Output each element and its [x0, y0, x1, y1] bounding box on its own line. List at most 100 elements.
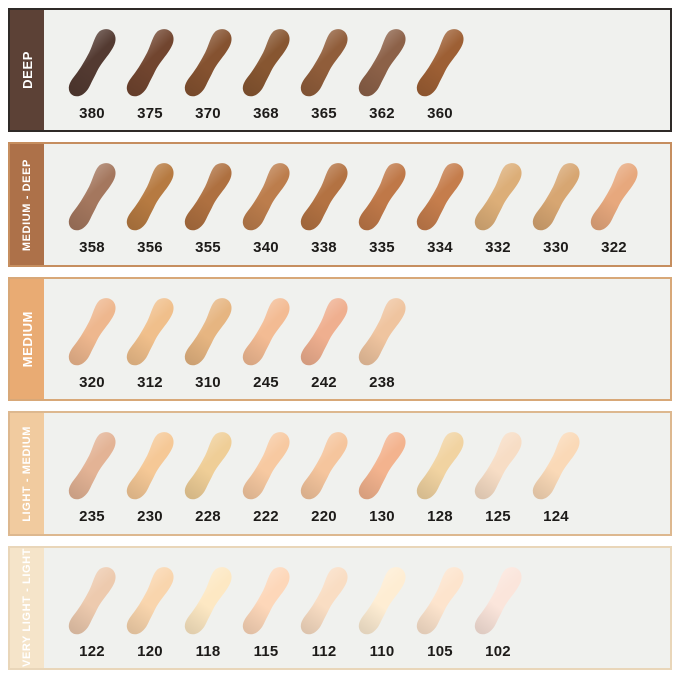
shade-code: 365 [311, 105, 337, 122]
shade-swatch: 358 [63, 162, 121, 256]
shade-swatch: 340 [237, 162, 295, 256]
swatch-smear [184, 432, 232, 500]
swatch-strip: 380 375 370 368 365 362 360 [44, 10, 670, 122]
shade-swatch: 112 [295, 566, 353, 660]
swatch-smear [126, 163, 174, 231]
shade-code: 312 [137, 373, 163, 391]
shade-code: 222 [253, 508, 279, 526]
row-label-band: VERY LIGHT - LIGHT [10, 547, 44, 669]
row-label: MEDIUM - DEEP [21, 158, 33, 251]
swatch-smear [68, 163, 116, 231]
swatch-smear [474, 432, 522, 500]
shade-code: 125 [485, 508, 511, 526]
swatch-smear [532, 163, 580, 231]
shade-swatch: 230 [121, 431, 179, 525]
swatch-smear [242, 163, 290, 231]
shade-code: 320 [79, 373, 105, 391]
swatch-smear [358, 566, 406, 634]
swatch-smear [300, 297, 348, 366]
row-label-band: MEDIUM - DEEP [10, 144, 44, 265]
swatch-smear [416, 432, 464, 500]
shade-row-very-light-light: VERY LIGHT - LIGHT 122 120 118 115 112 110 105 1… [8, 545, 672, 671]
swatch-smear [300, 163, 348, 231]
swatch-strip: 358 356 355 340 338 335 334 332 330 322 [44, 144, 670, 256]
shade-swatch: 105 [411, 566, 469, 660]
shade-swatch: 222 [237, 431, 295, 525]
shade-code: 375 [137, 105, 163, 122]
shade-swatch: 375 [121, 28, 179, 122]
shade-code: 235 [79, 508, 105, 526]
shade-code: 360 [427, 105, 453, 122]
shade-code: 310 [195, 373, 221, 391]
swatch-smear [184, 29, 232, 97]
swatch-smear [300, 432, 348, 500]
shade-code: 322 [601, 239, 627, 257]
swatch-smear [68, 432, 116, 500]
shade-code: 130 [369, 508, 395, 526]
shade-code: 338 [311, 239, 337, 257]
swatch-smear [68, 29, 116, 97]
shade-code: 128 [427, 508, 453, 526]
swatch-strip: 320 312 310 245 242 238 [44, 279, 670, 391]
shade-code: 110 [369, 642, 395, 660]
swatch-smear [416, 29, 464, 97]
shade-swatch: 360 [411, 28, 469, 122]
swatch-smear [358, 29, 406, 97]
swatch-smear [532, 432, 580, 500]
swatch-smear [126, 29, 174, 97]
swatch-smear [184, 297, 232, 366]
shade-swatch: 124 [527, 431, 585, 525]
shade-swatch: 120 [121, 566, 179, 660]
shade-swatch: 128 [411, 431, 469, 525]
shade-swatch: 242 [295, 297, 353, 391]
row-label: LIGHT - MEDIUM [21, 425, 33, 522]
row-label-band: MEDIUM [10, 278, 44, 400]
shade-code: 105 [427, 642, 453, 660]
shade-swatch: 322 [585, 162, 643, 256]
shade-code: 102 [485, 642, 511, 660]
shade-swatch: 338 [295, 162, 353, 256]
swatch-strip: 122 120 118 115 112 110 105 102 [44, 548, 670, 660]
shade-code: 120 [137, 642, 163, 660]
shade-swatch: 130 [353, 431, 411, 525]
shade-swatch: 122 [63, 566, 121, 660]
shade-swatch: 312 [121, 297, 179, 391]
shade-code: 340 [253, 239, 279, 257]
swatch-smear [126, 432, 174, 500]
swatch-smear [358, 163, 406, 231]
shade-code: 362 [369, 105, 395, 122]
shade-swatch: 335 [353, 162, 411, 256]
shade-swatch: 362 [353, 28, 411, 122]
swatch-smear [358, 432, 406, 500]
shade-swatch: 356 [121, 162, 179, 256]
shade-code: 230 [137, 508, 163, 526]
shade-code: 330 [543, 239, 569, 257]
swatch-smear [416, 163, 464, 231]
swatch-smear [358, 297, 406, 366]
shade-row-light-medium: LIGHT - MEDIUM 235 230 228 222 220 130 128 125 12… [8, 411, 672, 536]
swatch-smear [242, 566, 290, 634]
shade-code: 356 [137, 239, 163, 257]
row-label: DEEP [19, 51, 35, 90]
shade-swatch: 368 [237, 28, 295, 122]
shade-code: 334 [427, 239, 453, 257]
shade-swatch: 125 [469, 431, 527, 525]
shade-swatch: 365 [295, 28, 353, 122]
shade-code: 245 [253, 373, 279, 391]
swatch-smear [68, 297, 116, 366]
row-label-band: LIGHT - MEDIUM [10, 413, 44, 534]
shade-row-deep: DEEP 380 375 370 368 365 362 360 [8, 8, 672, 133]
shade-code: 358 [79, 239, 105, 257]
shade-code: 332 [485, 239, 511, 257]
swatch-smear [242, 297, 290, 366]
shade-swatch: 370 [179, 28, 237, 122]
shade-swatch: 320 [63, 297, 121, 391]
shade-code: 115 [253, 642, 279, 660]
shade-code: 355 [195, 239, 221, 257]
shade-code: 112 [311, 642, 337, 660]
shade-code: 124 [543, 508, 569, 526]
shade-swatch: 310 [179, 297, 237, 391]
swatch-smear [242, 432, 290, 500]
swatch-strip: 235 230 228 222 220 130 128 125 124 [44, 413, 670, 525]
